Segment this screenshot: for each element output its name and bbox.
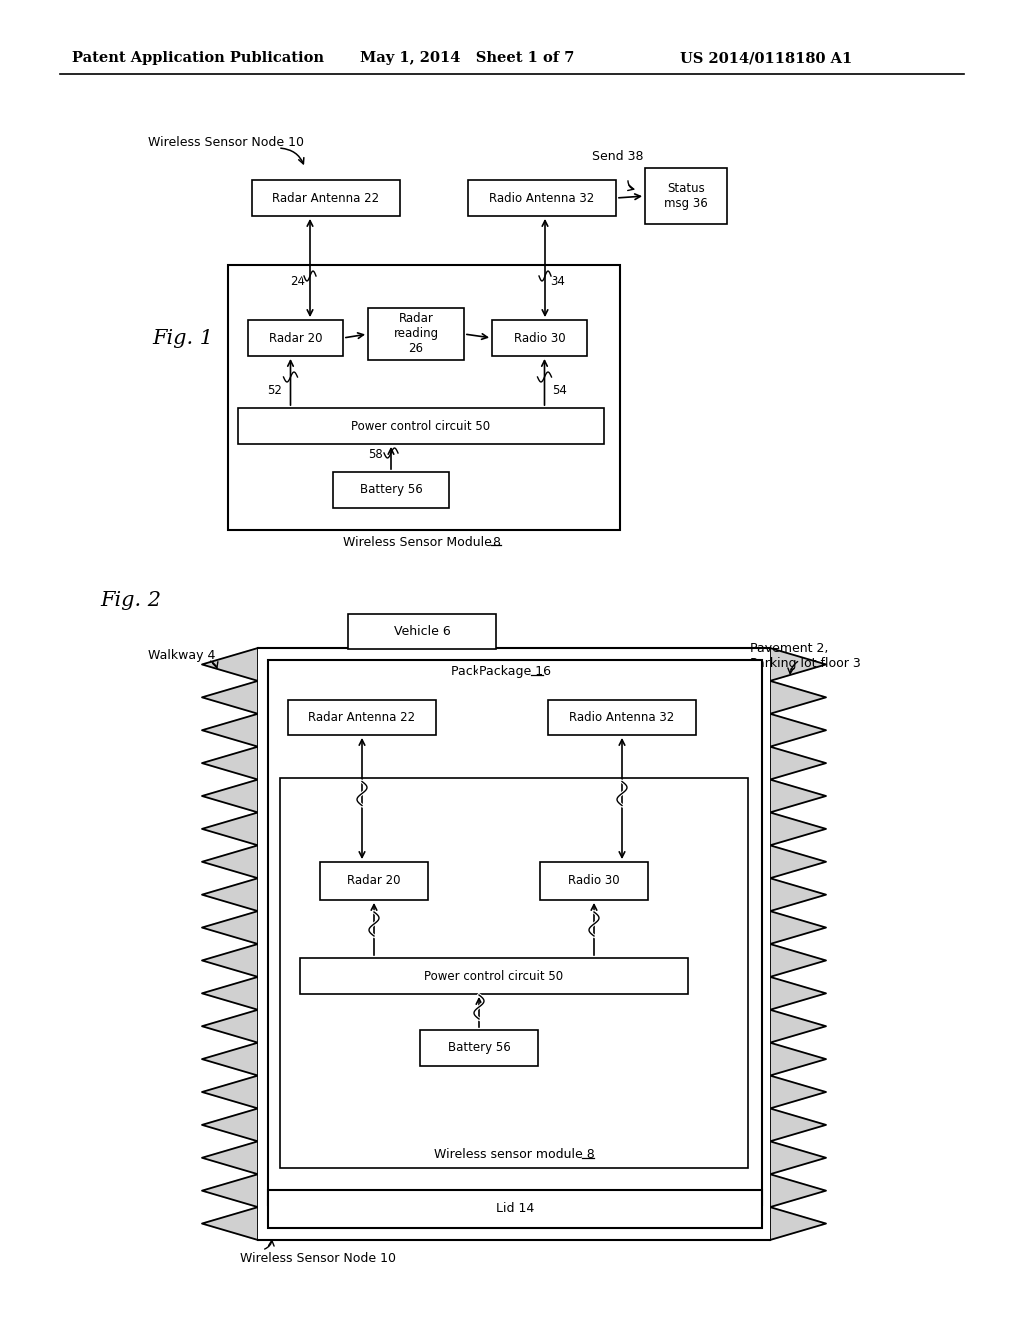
Text: Wireless Sensor Node 10: Wireless Sensor Node 10 [240, 1251, 396, 1265]
Text: Radar 20: Radar 20 [268, 331, 323, 345]
Text: Radar 20: Radar 20 [347, 874, 400, 887]
Bar [238, 408, 604, 444]
Bar [228, 265, 620, 531]
Text: 54: 54 [602, 924, 616, 936]
Text: Lid 14: Lid 14 [496, 1203, 535, 1216]
Text: Patent Application Publication: Patent Application Publication [72, 51, 324, 65]
Bar [268, 660, 762, 1205]
Bar [420, 1030, 538, 1067]
Bar [300, 958, 688, 994]
Text: Walkway 4: Walkway 4 [148, 648, 215, 661]
Bar [540, 862, 648, 900]
Bar [248, 319, 343, 356]
Text: Pavement 2,
Parking lot floor 3: Pavement 2, Parking lot floor 3 [750, 642, 861, 671]
Text: 58: 58 [369, 447, 383, 461]
Text: Radio 30: Radio 30 [568, 874, 620, 887]
Polygon shape [770, 648, 826, 1239]
Text: Radar Antenna 22: Radar Antenna 22 [272, 191, 380, 205]
Text: Status
msg 36: Status msg 36 [665, 182, 708, 210]
Text: 54: 54 [553, 384, 567, 396]
Polygon shape [202, 648, 258, 1239]
Text: Package: Package [451, 665, 507, 678]
Bar [645, 168, 727, 224]
Bar [288, 700, 436, 735]
Text: 58: 58 [457, 1003, 471, 1016]
Text: Vehicle 6: Vehicle 6 [393, 624, 451, 638]
Text: Wireless Sensor Node 10: Wireless Sensor Node 10 [148, 136, 304, 149]
Text: Fig. 2: Fig. 2 [100, 590, 161, 610]
Text: Battery 56: Battery 56 [447, 1041, 510, 1055]
Text: Package 16: Package 16 [479, 665, 551, 678]
Bar [468, 180, 616, 216]
Text: Radio Antenna 32: Radio Antenna 32 [489, 191, 595, 205]
Bar [548, 700, 696, 735]
Text: Battery 56: Battery 56 [359, 483, 422, 496]
Bar [348, 614, 496, 649]
Text: Wireless Sensor Module: Wireless Sensor Module [343, 536, 496, 549]
Bar [268, 1191, 762, 1228]
Bar [368, 308, 464, 360]
Text: 34: 34 [550, 275, 565, 288]
Text: Power control circuit 50: Power control circuit 50 [424, 969, 563, 982]
Text: 34: 34 [630, 781, 645, 795]
Bar [492, 319, 587, 356]
Bar [280, 777, 748, 1168]
Bar [333, 473, 449, 508]
Text: 24: 24 [339, 781, 354, 795]
Text: US 2014/0118180 A1: US 2014/0118180 A1 [680, 51, 852, 65]
Text: Radio 30: Radio 30 [514, 331, 565, 345]
Text: Power control circuit 50: Power control circuit 50 [351, 420, 490, 433]
Bar [319, 862, 428, 900]
Bar [258, 648, 770, 1239]
Text: 52: 52 [267, 384, 283, 396]
Text: Wireless sensor module 8: Wireless sensor module 8 [433, 1148, 594, 1162]
Text: 8: 8 [492, 536, 500, 549]
Text: 16: 16 [517, 665, 532, 678]
Text: Radar Antenna 22: Radar Antenna 22 [308, 711, 416, 723]
Text: Radar
reading
26: Radar reading 26 [393, 313, 438, 355]
Text: Fig. 1: Fig. 1 [152, 329, 213, 347]
Text: Radio Antenna 32: Radio Antenna 32 [569, 711, 675, 723]
Text: 52: 52 [351, 924, 366, 936]
Text: 24: 24 [290, 275, 305, 288]
Bar [252, 180, 400, 216]
Text: Send 38: Send 38 [592, 149, 643, 162]
Text: May 1, 2014   Sheet 1 of 7: May 1, 2014 Sheet 1 of 7 [360, 51, 574, 65]
